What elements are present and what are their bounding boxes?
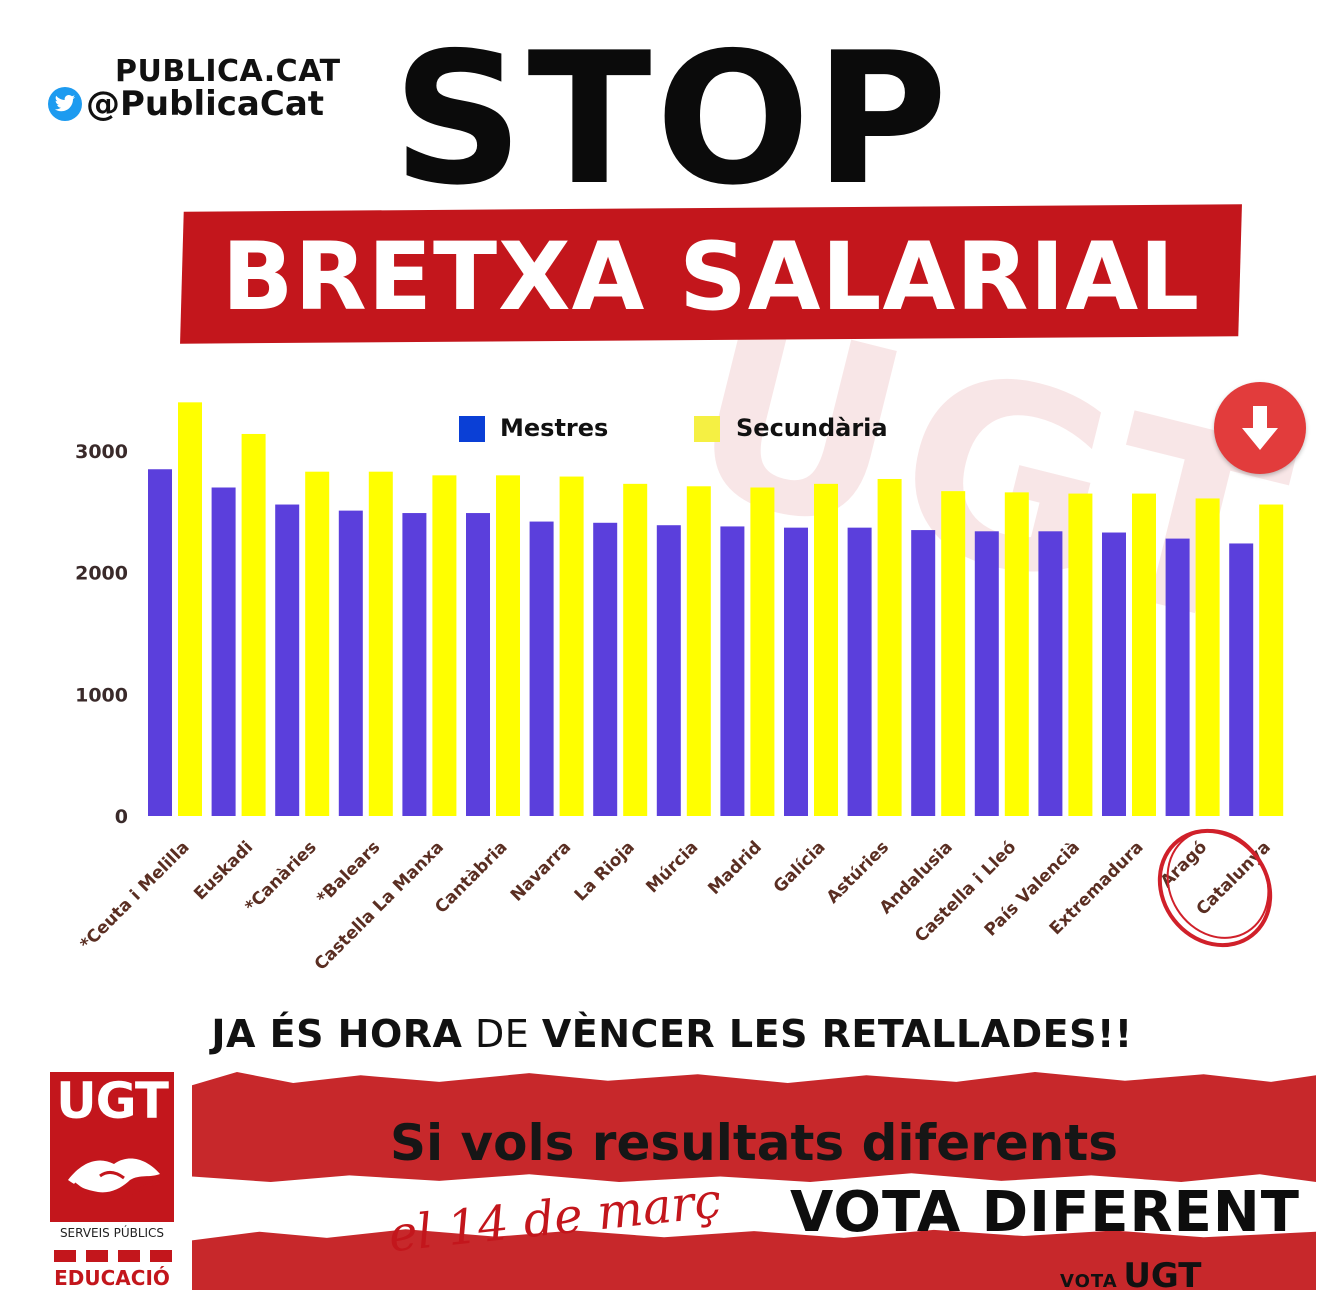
y-tick-label: 3000 [75, 441, 128, 463]
chart-bars [148, 402, 1284, 816]
bar-secundaria-10 [814, 483, 838, 816]
logo-serveis-text: SERVEIS PÚBLICS [59, 1226, 165, 1240]
x-tick-label: Múrcia [642, 837, 702, 897]
handshake-icon [68, 1158, 160, 1201]
vota-small: VOTA [1060, 1271, 1118, 1292]
twitter-bird-icon [48, 87, 82, 121]
catalunya-highlight-circle-2 [1166, 829, 1270, 939]
x-tick-label: Madrid [704, 837, 765, 898]
bar-mestres-5 [466, 513, 490, 816]
bar-secundaria-2 [305, 471, 330, 816]
vota-ugt: VOTA UGT [1060, 1256, 1201, 1296]
twitter-handle-text: @PublicaCat [86, 84, 325, 124]
bar-mestres-2 [275, 504, 300, 816]
bar-secundaria-11 [877, 478, 902, 816]
bar-secundaria-9 [750, 487, 775, 816]
ugt-logo-title: UGT [56, 1072, 169, 1130]
cta-line-1: Si vols resultats diferents [389, 1114, 1118, 1172]
slogan: JA ÉS HORA DE VÈNCER LES RETALLADES!! [0, 1012, 1344, 1056]
slogan-part-1: JA ÉS HORA [211, 1012, 463, 1056]
slogan-part-3: VÈNCER LES RETALLADES!! [541, 1012, 1133, 1056]
bar-mestres-6 [529, 521, 554, 816]
bar-mestres-13 [974, 531, 999, 816]
bar-mestres-17 [1229, 543, 1254, 816]
bar-secundaria-14 [1068, 493, 1093, 816]
page-title: STOP [392, 13, 952, 225]
bar-secundaria-12 [941, 491, 966, 816]
bar-mestres-14 [1038, 531, 1063, 816]
x-tick-label: Navarra [507, 837, 575, 905]
bar-mestres-1 [211, 487, 236, 816]
bar-mestres-4 [402, 513, 427, 816]
legend-label-secundaria: Secundària [736, 414, 888, 442]
bar-secundaria-1 [241, 433, 266, 816]
x-tick-label: Galícia [770, 837, 830, 897]
y-tick-label: 2000 [75, 563, 128, 585]
bar-mestres-12 [911, 530, 936, 816]
x-axis-labels: *Ceuta i MelillaEuskadi*Canàries*Balears… [77, 837, 1275, 974]
chart-legend: Mestres Secundària [459, 414, 888, 442]
y-axis-ticks: 0 1000 2000 3000 [75, 441, 128, 828]
bar-mestres-7 [593, 522, 618, 816]
bar-mestres-11 [847, 527, 872, 816]
bar-secundaria-3 [368, 471, 393, 816]
bar-secundaria-5 [496, 475, 520, 816]
brand-handle[interactable]: @PublicaCat [48, 84, 324, 124]
legend-swatch-mestres [459, 416, 485, 442]
x-tick-label: *Ceuta i Melilla [77, 837, 194, 954]
cta-line-2: VOTA DIFERENT [790, 1180, 1300, 1245]
bar-mestres-16 [1165, 538, 1190, 816]
y-tick-label: 1000 [75, 684, 128, 706]
bar-mestres-8 [656, 525, 681, 816]
bar-secundaria-17 [1259, 504, 1284, 816]
vota-big: UGT [1123, 1256, 1202, 1296]
x-tick-label: Euskadi [190, 837, 257, 904]
legend-swatch-secundaria [694, 416, 720, 442]
bar-secundaria-13 [1004, 492, 1029, 816]
bar-mestres-0 [148, 469, 172, 816]
bar-secundaria-15 [1132, 493, 1156, 816]
bar-secundaria-16 [1195, 498, 1220, 816]
bar-secundaria-4 [432, 475, 457, 816]
down-arrow-icon [1214, 382, 1306, 474]
x-tick-label: Aragó [1157, 837, 1211, 891]
logo-dashes [54, 1250, 172, 1262]
bar-mestres-10 [784, 527, 808, 816]
y-tick-label: 0 [115, 806, 128, 828]
x-tick-label: La Rioja [571, 837, 639, 905]
bar-mestres-9 [720, 526, 745, 816]
bar-mestres-15 [1102, 532, 1126, 816]
bar-secundaria-8 [686, 486, 711, 816]
torn-banner-bottom [192, 1229, 1316, 1290]
page-subtitle: BRETXA SALARIAL [221, 223, 1201, 332]
brand-site: PUBLICA.CAT [115, 54, 341, 89]
legend-label-mestres: Mestres [500, 414, 608, 442]
bar-secundaria-0 [178, 402, 202, 816]
bar-secundaria-6 [559, 476, 584, 816]
bar-secundaria-7 [623, 483, 648, 816]
torn-banner-top [192, 1072, 1316, 1182]
bar-chart: 0 1000 2000 3000 *Ceuta i MelillaEuskadi*Ca… [75, 402, 1284, 975]
x-tick-label: Castella La Manxa [311, 837, 448, 974]
bar-mestres-3 [338, 510, 363, 816]
logo-educacio-text: EDUCACIÓ [54, 1266, 170, 1290]
slogan-part-2: DE [462, 1012, 542, 1056]
